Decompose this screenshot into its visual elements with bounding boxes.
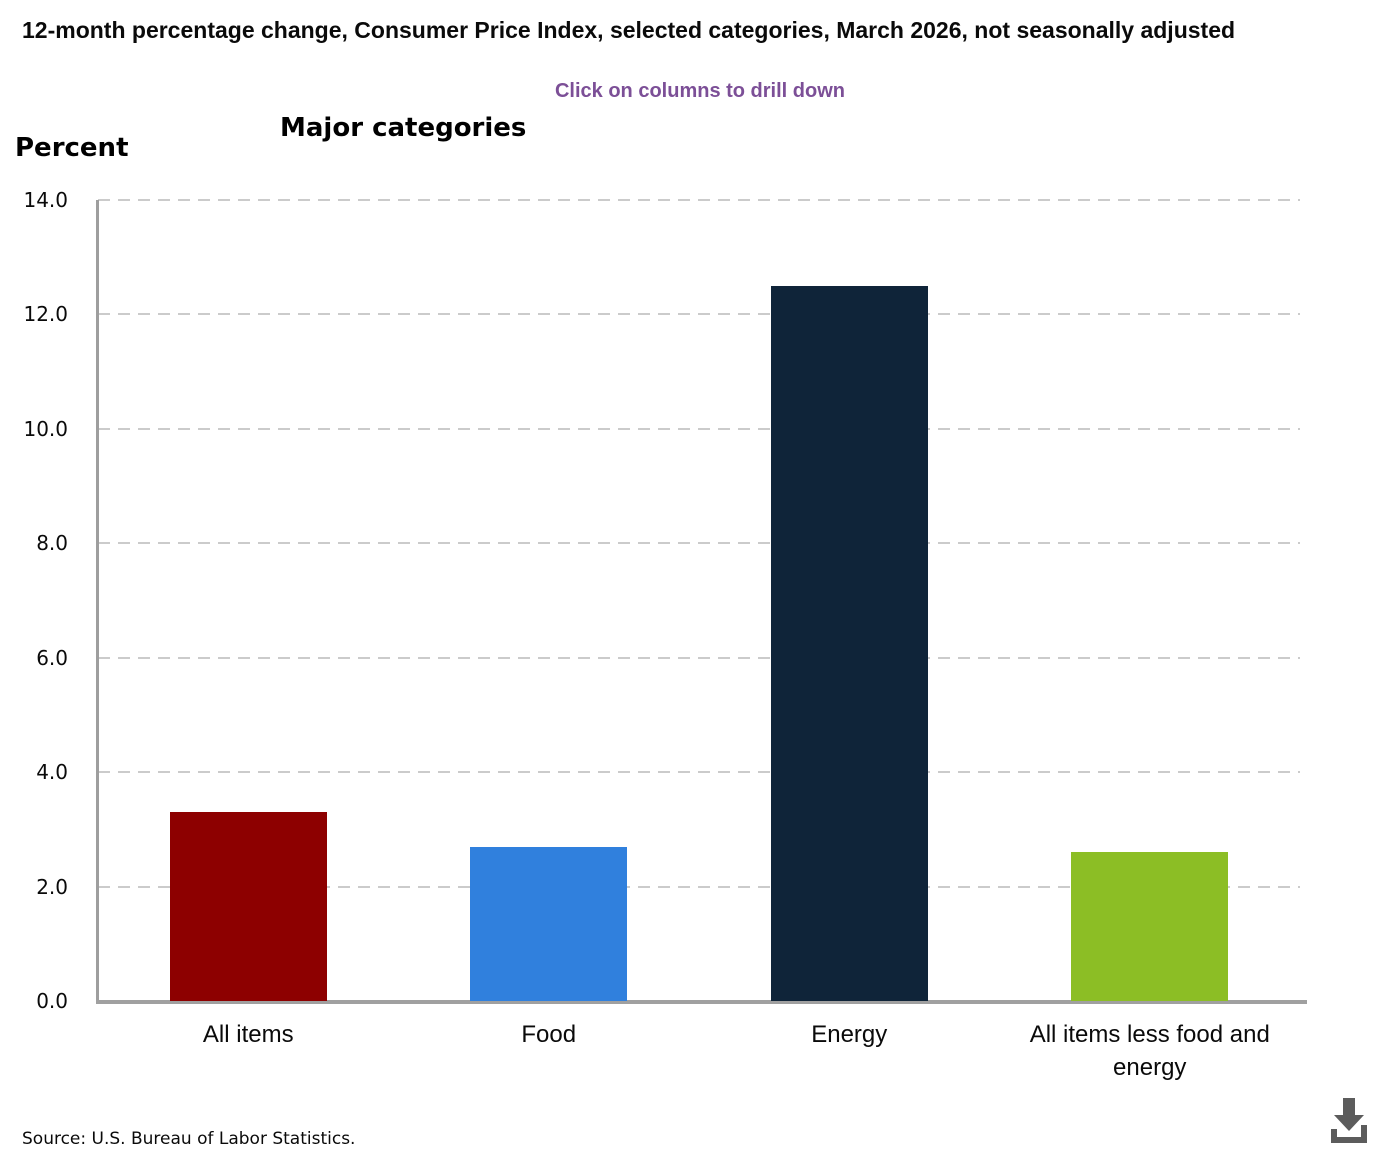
gridline	[98, 542, 1300, 545]
gridline	[98, 656, 1300, 659]
y-tick-label: 4.0	[36, 760, 68, 785]
x-axis-category-label: All items	[202, 1021, 294, 1048]
drilldown-hint: Click on columns to drill down	[554, 80, 845, 102]
gridline	[98, 885, 1300, 888]
x-axis-category-label: All items less food and energy	[1029, 1021, 1270, 1081]
y-tick-label: 0.0	[36, 989, 68, 1013]
y-tick-label: 14.0	[23, 188, 68, 212]
x-axis-line	[96, 1000, 1307, 1004]
download-icon	[1331, 1098, 1367, 1143]
y-tick-label: 6.0	[36, 645, 68, 670]
x-axis-category-label: Energy	[811, 1021, 888, 1048]
gridline	[98, 199, 1300, 201]
bar-energy[interactable]	[770, 285, 928, 1001]
y-axis-unit-label: Percent	[15, 133, 129, 163]
gridline	[98, 313, 1300, 316]
bar-all-items-less-food-and-energy[interactable]	[1071, 852, 1229, 1001]
bar-food[interactable]	[470, 846, 628, 1001]
y-tick-label: 10.0	[23, 416, 68, 441]
y-axis-line	[96, 200, 99, 1001]
gridline	[98, 427, 1300, 430]
y-tick-label: 2.0	[36, 874, 68, 899]
y-tick-label: 8.0	[36, 531, 68, 556]
bar-all-items[interactable]	[169, 812, 327, 1001]
chart-panel-title: Major categories	[280, 113, 527, 143]
x-axis-category-label: Food	[521, 1021, 577, 1048]
source-note: Source: U.S. Bureau of Labor Statistics.	[22, 1129, 356, 1149]
download-button[interactable]	[1326, 1096, 1372, 1150]
gridline	[98, 771, 1300, 774]
y-tick-label: 12.0	[23, 302, 68, 327]
page-title: 12-month percentage change, Consumer Pri…	[22, 17, 1236, 43]
